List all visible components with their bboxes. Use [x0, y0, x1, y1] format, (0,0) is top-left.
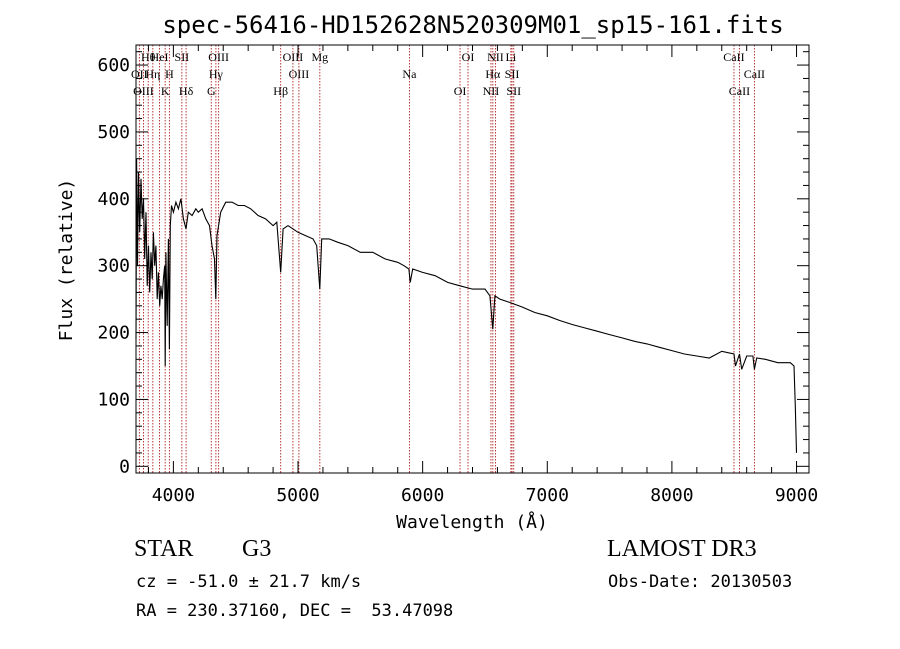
y-tick-label: 200: [97, 323, 130, 344]
y-axis-label: Flux (relative): [56, 179, 77, 342]
reference-line-label: CaII: [723, 50, 744, 64]
reference-line-label: Hθ: [141, 50, 156, 64]
obs-date: Obs-Date: 20130503: [608, 572, 793, 592]
x-tick-label: 6000: [401, 485, 444, 506]
reference-line-label: NII: [487, 50, 504, 64]
reference-line-label: Li: [506, 50, 517, 64]
redshift-text: cz = -51.0 ± 21.7 km/s: [136, 572, 362, 592]
reference-line-label: Hδ: [179, 84, 194, 98]
survey-name: LAMOST DR3: [607, 536, 757, 562]
x-axis-label: Wavelength (Å): [396, 511, 548, 533]
reference-line-label: Hα: [485, 67, 501, 81]
reference-line-label: Hγ: [209, 67, 224, 81]
x-tick-label: 7000: [526, 485, 569, 506]
y-tick-label: 600: [97, 55, 130, 76]
reference-line-label: Hη: [145, 67, 160, 81]
axis-ticks: 4000 5000 6000 7000 8000 9000 0 100 200 300 400 500…: [97, 45, 818, 506]
y-tick-label: 300: [97, 256, 130, 277]
object-subclass: G3: [242, 536, 272, 562]
reference-line-label: OI: [462, 50, 475, 64]
reference-line-label: SII: [506, 84, 521, 98]
reference-line-label: K: [161, 84, 170, 98]
reference-line-label: SII: [505, 67, 520, 81]
reference-line-label: OI: [454, 84, 467, 98]
reference-line-label: OIII: [133, 84, 154, 98]
y-tick-label: 0: [119, 456, 130, 477]
y-tick-label: 500: [97, 122, 130, 143]
reference-line-label: OII: [131, 67, 148, 81]
reference-line-label: Na: [402, 67, 417, 81]
y-tick-label: 100: [97, 389, 130, 410]
reference-lines: [138, 45, 755, 473]
reference-line-label: HeI: [151, 50, 169, 64]
plot-frame: [135, 44, 810, 474]
x-tick-label: 8000: [650, 485, 693, 506]
reference-line-label: SII: [175, 50, 190, 64]
reference-line-label: NII: [483, 84, 500, 98]
reference-line-label: H: [165, 67, 174, 81]
flux-series-line: [135, 158, 798, 453]
x-tick-label: 5000: [276, 485, 319, 506]
reference-line-label: G: [207, 84, 216, 98]
reference-line-label: OIII: [289, 67, 310, 81]
reference-line-label: CaII: [729, 84, 750, 98]
object-class: STAR: [134, 536, 194, 562]
y-tick-label: 400: [97, 189, 130, 210]
reference-line-label: Mg: [311, 50, 328, 64]
x-tick-label: 9000: [775, 485, 818, 506]
reference-line-label: CaII: [744, 67, 765, 81]
reference-line-label: OIII: [283, 50, 304, 64]
x-tick-label: 4000: [152, 485, 195, 506]
coordinates-text: RA = 230.37160, DEC = 53.47098: [136, 601, 454, 621]
reference-line-labels: HθOIIOIIIHeIHηKSIIHHδOIIIHγGOIIIOIIIHβMg…: [131, 50, 765, 98]
reference-line-label: OIII: [208, 50, 229, 64]
reference-line-label: Hβ: [273, 84, 288, 98]
chart-title: spec-56416-HD152628N520309M01_sp15-161.f…: [162, 11, 783, 39]
